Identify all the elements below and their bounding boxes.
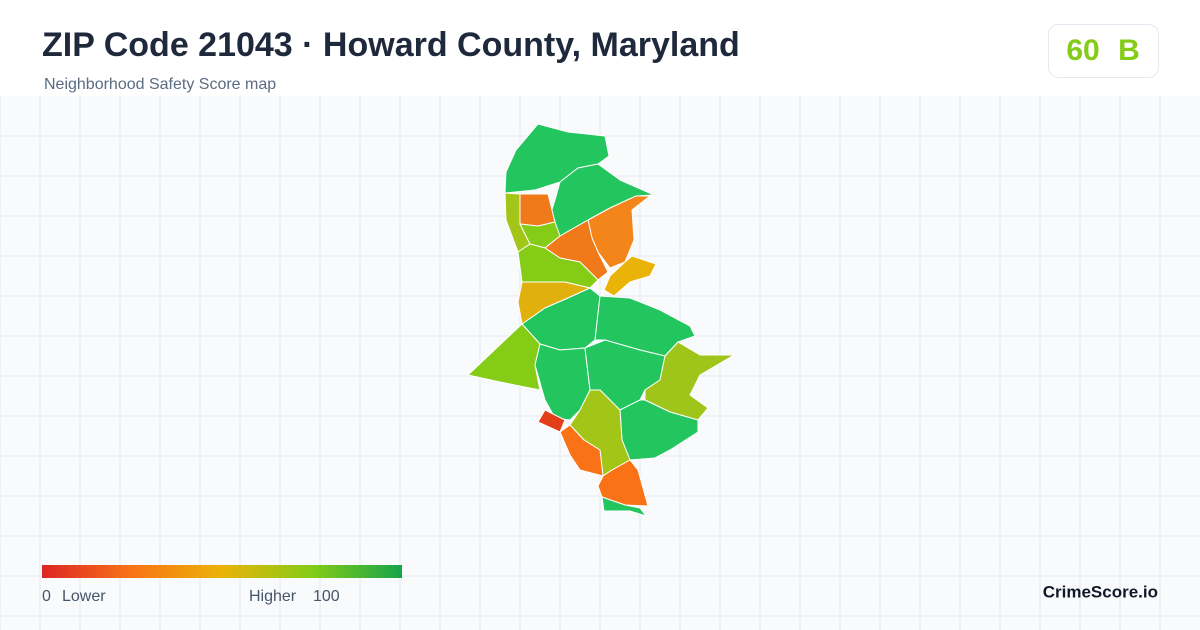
neighborhood-map <box>467 123 735 517</box>
neighborhood <box>601 496 647 517</box>
neighborhood <box>534 343 591 421</box>
neighborhood <box>597 459 649 507</box>
score-value: 60 <box>1066 34 1099 67</box>
title: ZIP Code 21043 · Howard County, Maryland <box>42 26 740 64</box>
subtitle: Neighborhood Safety Score map <box>44 76 276 93</box>
legend-max: 100 <box>313 588 340 605</box>
score-grade: B <box>1118 34 1140 67</box>
grid <box>0 96 1200 630</box>
score-badge <box>1048 24 1159 78</box>
legend-gradient <box>42 565 402 578</box>
legend-min: 0 <box>42 588 51 605</box>
legend-min-label: Lower <box>62 588 106 605</box>
legend-max-label: Higher <box>249 588 297 605</box>
neighborhood <box>537 409 566 433</box>
brand: CrimeScore.io <box>1043 582 1158 601</box>
neighborhood <box>559 424 604 477</box>
neighborhood <box>603 255 657 297</box>
neighborhood <box>644 341 735 421</box>
